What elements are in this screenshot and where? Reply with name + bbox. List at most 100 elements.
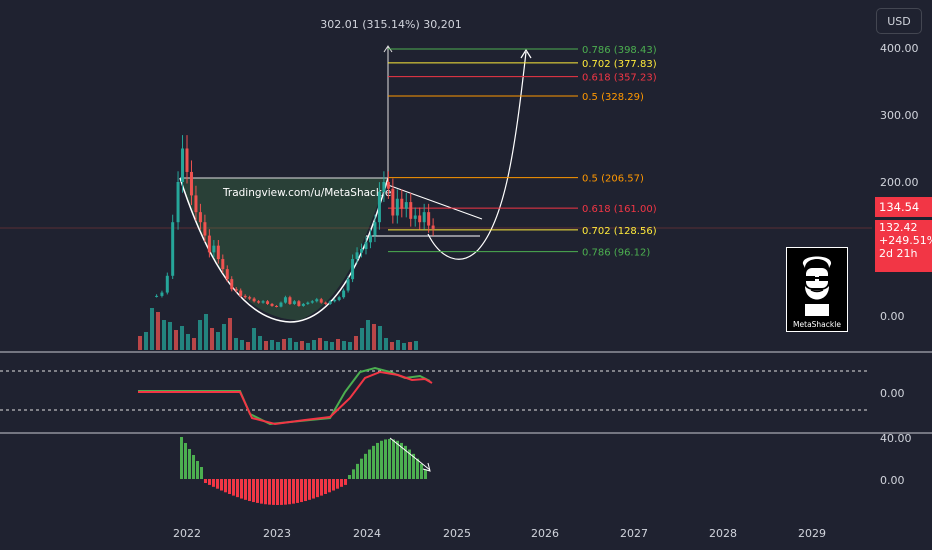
candle-body — [404, 202, 408, 209]
price-label-400: 400.00 — [880, 42, 919, 55]
volume-bar — [372, 324, 376, 350]
histogram-bar — [200, 467, 203, 479]
candle-body — [413, 215, 417, 219]
histogram-bar — [272, 479, 275, 505]
histogram-bar — [404, 445, 407, 479]
candle-body — [400, 198, 404, 209]
volume-bar — [396, 340, 400, 350]
histogram-bar — [340, 479, 343, 487]
candle-body — [360, 249, 364, 253]
logo-label: MetaShackle — [793, 320, 841, 329]
volume-bar — [360, 328, 364, 350]
histogram-bar — [248, 479, 251, 502]
candle-body — [364, 242, 368, 249]
histogram-trend-line — [389, 437, 431, 471]
oscillator-green-line — [138, 366, 431, 426]
volume-bar — [288, 338, 292, 350]
histogram-bar — [224, 479, 227, 493]
histogram-bar — [288, 479, 291, 505]
candle-body — [225, 269, 229, 280]
candle-body — [301, 303, 305, 306]
bearded-face-icon — [802, 256, 832, 316]
candle-body — [319, 299, 323, 303]
histogram-bar — [196, 461, 199, 479]
candle-body — [337, 297, 341, 300]
histogram-bar — [348, 475, 351, 479]
histogram-bar — [236, 479, 239, 498]
volume-bar — [270, 340, 274, 350]
volume-bar — [186, 334, 190, 350]
histogram-bar — [308, 479, 311, 500]
candle-body — [266, 301, 270, 304]
histogram-bar — [376, 442, 379, 479]
volume-bar — [408, 342, 412, 350]
volume-bar — [192, 338, 196, 350]
candle-body — [409, 202, 413, 219]
volume-bar — [330, 342, 334, 350]
currency-button[interactable]: USD — [876, 8, 922, 34]
volume-bar — [156, 312, 160, 350]
candle-body — [346, 279, 350, 291]
candle-body — [422, 212, 426, 223]
price-info-badge: 132.42 +249.51% 2d 21h — [875, 220, 932, 272]
fib-label-0: 0.786 (398.43) — [582, 45, 657, 56]
histogram-bar — [240, 479, 243, 499]
volume-bar — [354, 336, 358, 350]
volume-bar — [384, 338, 388, 350]
volume-bar — [318, 338, 322, 350]
histogram-bar — [268, 479, 271, 505]
candle-body — [382, 182, 386, 193]
candle-body — [155, 295, 159, 297]
price-change-value: +249.51% — [879, 234, 932, 247]
histogram-bar — [304, 479, 307, 502]
handle-trend-line — [387, 184, 483, 220]
volume-bar — [342, 341, 346, 350]
candle-body — [270, 303, 274, 306]
histogram-bar — [360, 458, 363, 479]
volume-bar — [204, 314, 208, 350]
candle-body — [230, 279, 234, 290]
volume-bar — [336, 339, 340, 350]
histogram-bar — [420, 463, 423, 479]
histogram-bar — [232, 479, 235, 496]
candle-body — [333, 299, 337, 302]
price-label-300: 300.00 — [880, 109, 919, 122]
candle-body — [355, 252, 359, 260]
histogram-bar — [324, 479, 327, 494]
volume-bar — [198, 320, 202, 350]
measure-label: 302.01 (315.14%) 30,201 — [320, 18, 462, 31]
fib-label-1: 0.702 (377.83) — [582, 59, 657, 70]
histogram-bar — [260, 479, 263, 504]
histogram-bar — [344, 479, 347, 485]
histogram-bar — [292, 479, 295, 504]
volume-bar — [222, 324, 226, 350]
fib-label-5: 0.618 (161.00) — [582, 204, 657, 215]
candle-body — [216, 245, 220, 260]
volume-bar — [294, 342, 298, 350]
candle-body — [207, 235, 211, 253]
histogram-bar — [228, 479, 231, 494]
histogram-bar — [208, 479, 211, 485]
candle-body — [248, 297, 252, 299]
volume-bar — [246, 342, 250, 350]
candle-body — [261, 301, 265, 303]
candle-body — [176, 182, 180, 223]
volume-bar — [180, 326, 184, 350]
time-axis[interactable]: 2022 2023 2024 2025 2026 2027 2028 2029 — [173, 527, 826, 540]
candle-body — [292, 301, 296, 304]
histogram-bar — [372, 445, 375, 479]
histogram-bar — [300, 479, 303, 503]
volume-bar — [366, 320, 370, 350]
candle-body — [391, 188, 395, 216]
histogram-label-40: 40.00 — [880, 432, 912, 445]
histogram-bar — [320, 479, 323, 496]
histogram-bars — [180, 437, 427, 505]
candle-body — [279, 302, 283, 307]
oscillator-red-line — [138, 370, 433, 426]
candle-body — [198, 212, 202, 223]
histogram-bar — [384, 439, 387, 479]
volume-bar — [240, 340, 244, 350]
oscillator-label-0: 0.00 — [880, 387, 905, 400]
volume-bars — [138, 308, 418, 350]
